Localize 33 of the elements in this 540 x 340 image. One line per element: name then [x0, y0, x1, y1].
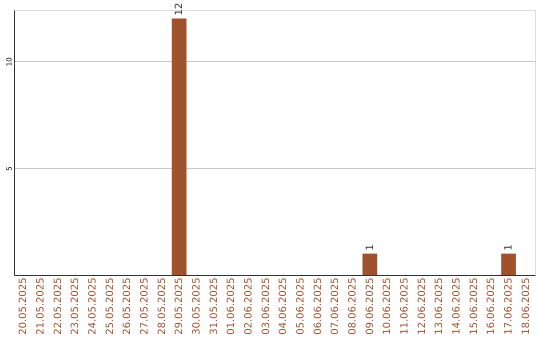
x-tick-label: 14.06.2025 [452, 278, 463, 335]
x-tick-label: 08.06.2025 [348, 278, 359, 335]
x-tick-label: 02.06.2025 [243, 278, 254, 335]
x-tick-label: 30.05.2025 [191, 278, 202, 335]
x-tick-label: 31.05.2025 [208, 278, 220, 335]
x-tick-label: 16.06.2025 [486, 278, 498, 335]
x-tick-label: 24.05.2025 [87, 278, 98, 335]
x-tick-label: 26.05.2025 [122, 278, 134, 335]
x-tick-label: 07.06.2025 [330, 278, 342, 335]
x-tick-label: 21.05.2025 [35, 278, 46, 335]
x-tick-label: 03.06.2025 [260, 278, 272, 335]
x-tick-label: 10.06.2025 [382, 278, 394, 335]
x-tick-label: 25.05.2025 [104, 278, 116, 335]
x-tick-label: 28.05.2025 [156, 278, 168, 335]
x-tick-label: 15.06.2025 [468, 278, 480, 335]
data-label: 1 [504, 244, 515, 251]
x-tick-label: 18.06.2025 [520, 278, 532, 335]
data-label: 1 [364, 244, 376, 251]
x-tick-label: 29.05.2025 [174, 278, 186, 335]
x-tick-label: 23.05.2025 [70, 278, 82, 335]
x-tick-label: 01.06.2025 [226, 278, 238, 335]
x-tick-label: 05.06.2025 [296, 278, 307, 335]
data-label: 12 [174, 2, 186, 16]
x-tick-label: 04.06.2025 [278, 278, 290, 335]
x-tick-label: 11.06.2025 [400, 278, 411, 335]
x-tick-label: 27.05.2025 [139, 278, 150, 335]
x-tick-label: 22.05.2025 [52, 278, 64, 335]
x-tick-label: 06.06.2025 [312, 278, 324, 335]
x-tick-label: 20.05.2025 [18, 278, 30, 335]
x-tick-label: 09.06.2025 [364, 278, 376, 335]
x-tick-label: 17.06.2025 [504, 278, 515, 335]
x-tick-label: 12.06.2025 [416, 278, 428, 335]
x-tick-label: 13.06.2025 [434, 278, 446, 335]
